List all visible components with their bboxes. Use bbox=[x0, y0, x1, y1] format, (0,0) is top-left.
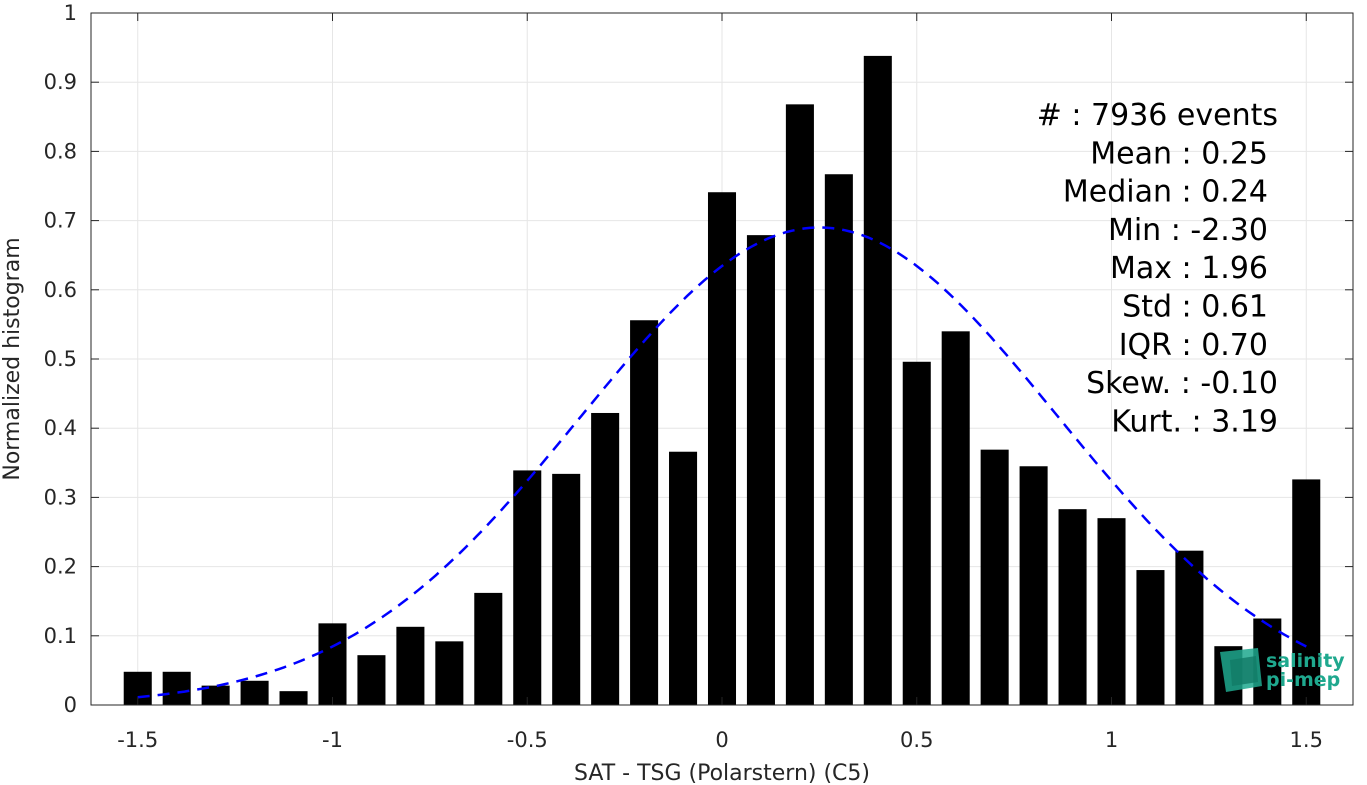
bars bbox=[123, 55, 1321, 706]
y-tick-label: 0.7 bbox=[44, 209, 77, 233]
stats-line: Kurt. : 3.19 bbox=[1111, 404, 1278, 439]
histogram-bar bbox=[707, 192, 737, 705]
y-tick-label: 0.3 bbox=[44, 485, 77, 509]
histogram-bar bbox=[162, 671, 191, 705]
histogram-bar bbox=[318, 623, 347, 705]
histogram-bar bbox=[630, 320, 659, 705]
y-tick-label: 1 bbox=[64, 1, 77, 25]
stats-line: Median : 0.24 bbox=[1063, 175, 1268, 210]
histogram-bar bbox=[1058, 509, 1087, 705]
y-tick-label: 0.9 bbox=[44, 70, 77, 94]
y-tick-label: 0.8 bbox=[44, 139, 77, 163]
y-axis-ticks: 0 0.1 0.2 0.3 0.4 0.5 0.6 0.7 0.8 0.9 1 bbox=[44, 1, 1353, 717]
histogram-bar bbox=[279, 691, 308, 705]
histogram-bar bbox=[396, 626, 425, 705]
histogram-bar bbox=[746, 235, 775, 705]
histogram-bar bbox=[863, 55, 892, 706]
histogram-bar bbox=[1019, 466, 1048, 705]
x-tick-label: 1.5 bbox=[1290, 728, 1323, 752]
x-tick-label: -1.5 bbox=[117, 728, 158, 752]
histogram-bar bbox=[240, 680, 269, 705]
stats-line: IQR : 0.70 bbox=[1119, 328, 1268, 363]
y-tick-label: 0.5 bbox=[44, 347, 77, 371]
stats-line: # : 7936 events bbox=[1037, 98, 1278, 133]
salinity-pimep-logo: salinity pi-mep bbox=[1220, 648, 1345, 692]
stats-line: Mean : 0.25 bbox=[1090, 136, 1268, 171]
logo-cube-shade-icon bbox=[1230, 656, 1258, 686]
histogram-bar bbox=[552, 473, 581, 705]
histogram-bar bbox=[902, 361, 931, 705]
histogram-bar bbox=[824, 174, 853, 706]
logo-line1: salinity bbox=[1266, 650, 1345, 672]
x-tick-label: 0 bbox=[715, 728, 728, 752]
histogram-bar bbox=[669, 451, 698, 705]
logo-line2: pi-mep bbox=[1266, 669, 1340, 691]
stats-line: Std : 0.61 bbox=[1122, 290, 1268, 325]
stats-line: Max : 1.96 bbox=[1110, 251, 1268, 286]
histogram-bar bbox=[357, 655, 386, 705]
stats-line: Skew. : -0.10 bbox=[1086, 366, 1278, 401]
x-tick-label: -0.5 bbox=[507, 728, 548, 752]
histogram-bar bbox=[785, 104, 814, 706]
histogram-bar bbox=[980, 449, 1009, 705]
y-tick-label: 0.6 bbox=[44, 278, 77, 302]
y-axis-label: Normalized histogram bbox=[0, 237, 25, 480]
x-axis-label: SAT - TSG (Polarstern) (C5) bbox=[574, 761, 870, 785]
y-tick-label: 0 bbox=[64, 693, 77, 717]
histogram-bar bbox=[1136, 570, 1165, 705]
histogram-bar bbox=[941, 331, 970, 705]
histogram-bar bbox=[1097, 518, 1126, 705]
y-tick-label: 0.1 bbox=[44, 624, 77, 648]
y-tick-label: 0.4 bbox=[44, 416, 77, 440]
y-tick-label: 0.2 bbox=[44, 555, 77, 579]
x-tick-label: -1 bbox=[322, 728, 343, 752]
histogram-bar bbox=[474, 592, 503, 705]
histogram-bar bbox=[1175, 550, 1204, 705]
x-tick-label: 1 bbox=[1105, 728, 1118, 752]
histogram-bar bbox=[435, 641, 464, 705]
gaussian-fit-curve bbox=[137, 226, 1307, 699]
histogram-bar bbox=[513, 470, 542, 705]
stats-line: Min : -2.30 bbox=[1108, 213, 1268, 248]
histogram-bar bbox=[201, 685, 230, 705]
x-tick-label: 0.5 bbox=[900, 728, 933, 752]
histogram-bar bbox=[591, 412, 620, 705]
histogram-bar bbox=[1292, 479, 1321, 705]
x-axis-ticks: -1.5 -1 -0.5 0 0.5 1 1.5 bbox=[117, 13, 1323, 752]
